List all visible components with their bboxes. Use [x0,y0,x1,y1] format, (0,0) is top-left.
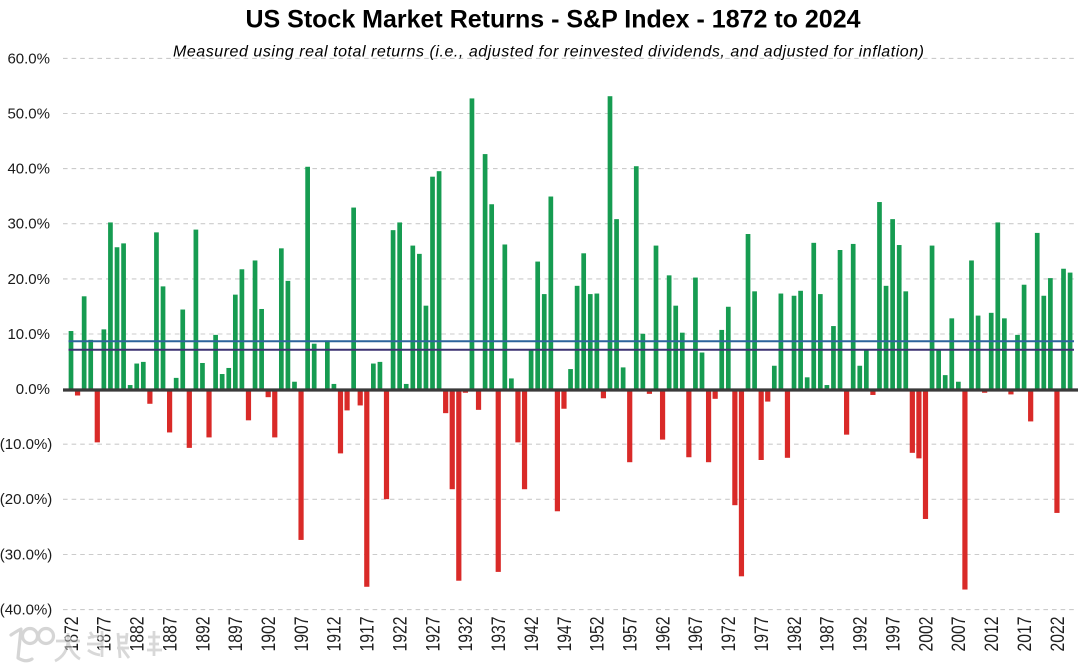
svg-text:1902: 1902 [259,617,280,652]
svg-text:20.0%: 20.0% [7,271,50,288]
svg-text:1957: 1957 [621,617,642,652]
svg-text:1917: 1917 [358,617,379,652]
svg-text:60.0%: 60.0% [7,50,50,67]
svg-text:1882: 1882 [128,617,149,652]
svg-text:1932: 1932 [456,617,477,652]
svg-text:1942: 1942 [522,617,543,652]
svg-text:1982: 1982 [785,617,806,652]
svg-text:1937: 1937 [489,617,510,652]
svg-text:2022: 2022 [1048,617,1069,652]
svg-text:0.0%: 0.0% [16,381,50,398]
svg-text:1972: 1972 [719,617,740,652]
svg-text:2002: 2002 [916,617,937,652]
svg-text:1967: 1967 [686,617,707,652]
svg-text:1962: 1962 [653,617,674,652]
svg-text:1907: 1907 [292,617,313,652]
svg-text:10.0%: 10.0% [7,326,50,343]
svg-text:2012: 2012 [982,617,1003,652]
svg-text:1912: 1912 [325,617,346,652]
svg-text:2017: 2017 [1015,617,1036,652]
svg-text:(30.0%): (30.0%) [0,546,52,563]
svg-text:50.0%: 50.0% [7,105,50,122]
svg-text:2007: 2007 [949,617,970,652]
svg-text:(20.0%): (20.0%) [0,491,52,508]
svg-text:Measured using real total retu: Measured using real total returns (i.e.,… [173,44,924,61]
svg-text:1997: 1997 [883,617,904,652]
svg-text:(40.0%): (40.0%) [0,602,52,619]
svg-text:1992: 1992 [851,617,872,652]
svg-text:1987: 1987 [818,617,839,652]
svg-text:40.0%: 40.0% [7,161,50,178]
svg-text:1892: 1892 [193,617,214,652]
svg-text:1922: 1922 [391,617,412,652]
svg-text:US Stock Market Returns - S&P: US Stock Market Returns - S&P Index - 18… [245,6,860,34]
svg-text:1887: 1887 [160,617,181,652]
svg-text:30.0%: 30.0% [7,216,50,233]
svg-text:1952: 1952 [588,617,609,652]
svg-text:1947: 1947 [555,617,576,652]
svg-text:1897: 1897 [226,617,247,652]
svg-text:1977: 1977 [752,617,773,652]
svg-text:(10.0%): (10.0%) [0,436,52,453]
svg-text:1927: 1927 [423,617,444,652]
